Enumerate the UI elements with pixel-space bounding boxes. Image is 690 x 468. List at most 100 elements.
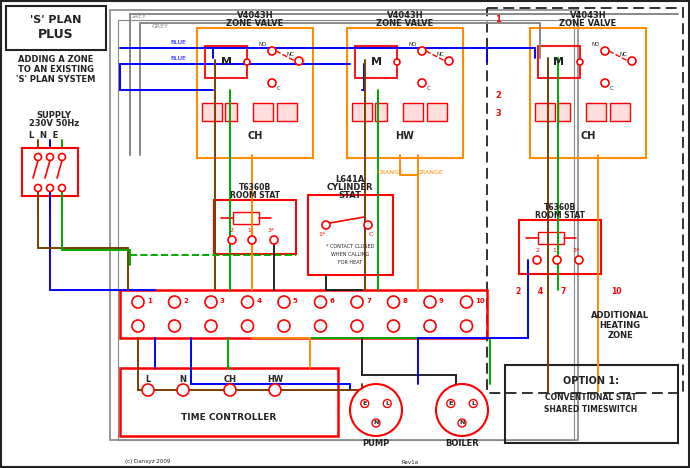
Bar xyxy=(352,103,372,121)
Circle shape xyxy=(205,320,217,332)
Bar xyxy=(225,103,237,121)
Text: TIME CONTROLLER: TIME CONTROLLER xyxy=(181,414,277,423)
Circle shape xyxy=(577,59,583,65)
Circle shape xyxy=(553,256,561,264)
Text: 3: 3 xyxy=(495,109,501,117)
Text: 2: 2 xyxy=(495,92,501,101)
Text: 1*: 1* xyxy=(319,233,326,237)
Bar xyxy=(233,212,259,224)
Bar xyxy=(118,20,574,440)
Text: ORANGE: ORANGE xyxy=(377,169,404,175)
Bar xyxy=(120,290,487,338)
Text: 2: 2 xyxy=(515,287,521,297)
Text: 4: 4 xyxy=(538,287,542,297)
Text: C: C xyxy=(277,87,281,92)
Bar xyxy=(558,103,570,121)
Text: CH: CH xyxy=(580,131,595,141)
Circle shape xyxy=(575,256,583,264)
Text: HW: HW xyxy=(395,131,415,141)
Text: L: L xyxy=(385,401,389,406)
Circle shape xyxy=(270,236,278,244)
Text: C: C xyxy=(369,233,373,237)
Text: ROOM STAT: ROOM STAT xyxy=(230,191,280,200)
Circle shape xyxy=(278,296,290,308)
Bar xyxy=(347,28,463,158)
Circle shape xyxy=(46,154,54,161)
Circle shape xyxy=(601,79,609,87)
Text: 5: 5 xyxy=(293,298,298,304)
Circle shape xyxy=(278,320,290,332)
Text: HEATING: HEATING xyxy=(600,321,640,329)
Text: 230V 50Hz: 230V 50Hz xyxy=(29,119,79,129)
Text: GREY: GREY xyxy=(130,14,147,19)
Bar xyxy=(277,103,297,121)
Text: 3*: 3* xyxy=(573,248,580,253)
Circle shape xyxy=(142,384,154,396)
Circle shape xyxy=(46,184,54,191)
Text: HW: HW xyxy=(267,375,283,385)
Text: ZONE VALVE: ZONE VALVE xyxy=(560,19,617,28)
Text: M: M xyxy=(371,57,382,67)
Text: ADDITIONAL: ADDITIONAL xyxy=(591,310,649,320)
Text: M: M xyxy=(221,57,232,67)
Text: 1: 1 xyxy=(552,248,556,253)
Text: V4043H: V4043H xyxy=(570,10,607,20)
Circle shape xyxy=(469,400,477,408)
Circle shape xyxy=(132,320,144,332)
Text: E: E xyxy=(448,401,453,406)
Text: L: L xyxy=(471,401,475,406)
Text: 'S' PLAN: 'S' PLAN xyxy=(30,15,81,25)
Text: NC: NC xyxy=(619,51,627,57)
Text: (c) Danxyz 2009: (c) Danxyz 2009 xyxy=(125,460,170,465)
Bar xyxy=(110,10,578,440)
Text: ZONE VALVE: ZONE VALVE xyxy=(376,19,433,28)
Text: SHARED TIMESWITCH: SHARED TIMESWITCH xyxy=(544,405,638,415)
Circle shape xyxy=(446,400,455,408)
Text: C: C xyxy=(610,87,614,92)
Bar xyxy=(214,200,296,254)
Text: V4043H: V4043H xyxy=(386,10,423,20)
Text: ZONE: ZONE xyxy=(607,330,633,339)
Bar xyxy=(538,232,564,244)
Bar xyxy=(120,368,338,436)
Text: 10: 10 xyxy=(611,287,621,297)
Text: 2: 2 xyxy=(535,248,539,253)
Circle shape xyxy=(418,47,426,55)
Text: 10: 10 xyxy=(475,298,485,304)
Text: CH: CH xyxy=(247,131,263,141)
Bar xyxy=(535,103,555,121)
Circle shape xyxy=(322,221,330,229)
Text: NC: NC xyxy=(286,51,294,57)
Text: 9: 9 xyxy=(439,298,444,304)
Text: L641A: L641A xyxy=(335,176,365,184)
Circle shape xyxy=(445,57,453,65)
Bar xyxy=(6,6,106,50)
Circle shape xyxy=(168,320,181,332)
Circle shape xyxy=(224,384,236,396)
Circle shape xyxy=(241,296,253,308)
Circle shape xyxy=(350,384,402,436)
Circle shape xyxy=(268,79,276,87)
Text: GREY: GREY xyxy=(152,23,169,29)
Text: PUMP: PUMP xyxy=(362,439,390,448)
Text: 7: 7 xyxy=(366,298,371,304)
Circle shape xyxy=(460,296,473,308)
Text: 2: 2 xyxy=(184,298,188,304)
Text: 1: 1 xyxy=(247,227,251,233)
Bar xyxy=(205,46,247,78)
Text: 2: 2 xyxy=(230,227,234,233)
Text: BLUE: BLUE xyxy=(170,41,186,45)
Circle shape xyxy=(268,47,276,55)
Circle shape xyxy=(34,184,41,191)
Text: 8: 8 xyxy=(402,298,407,304)
Text: WHEN CALLING: WHEN CALLING xyxy=(331,251,369,256)
Text: PLUS: PLUS xyxy=(38,29,74,42)
Bar xyxy=(610,103,630,121)
Text: ORANGE: ORANGE xyxy=(417,169,444,175)
Circle shape xyxy=(315,320,326,332)
Text: Rev1a: Rev1a xyxy=(402,460,419,465)
Bar xyxy=(197,28,313,158)
Text: C: C xyxy=(427,87,431,92)
Circle shape xyxy=(424,296,436,308)
Text: 6: 6 xyxy=(330,298,334,304)
